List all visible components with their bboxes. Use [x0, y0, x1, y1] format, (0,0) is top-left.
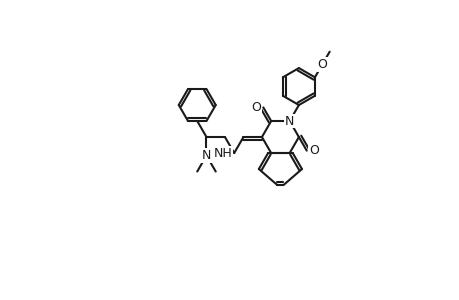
Text: N: N — [284, 115, 294, 128]
Text: O: O — [308, 144, 318, 157]
Text: NH: NH — [213, 146, 232, 160]
Text: O: O — [251, 101, 260, 114]
Text: O: O — [317, 58, 326, 71]
Text: N: N — [202, 149, 211, 162]
